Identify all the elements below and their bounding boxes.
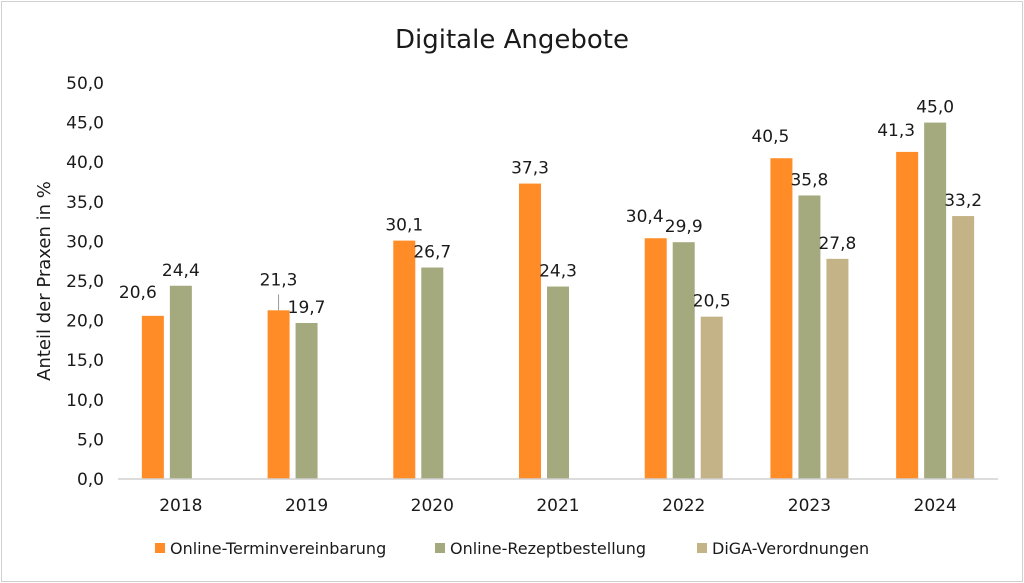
bar — [295, 322, 318, 479]
y-tick-label: 15,0 — [66, 351, 104, 371]
bar — [421, 267, 444, 479]
data-label: 37,3 — [511, 159, 549, 179]
bar — [826, 258, 849, 479]
data-label: 26,7 — [413, 243, 451, 263]
y-tick-label: 40,0 — [66, 153, 104, 173]
bar — [644, 238, 667, 479]
legend: Online-Terminvereinbarung Online-Rezeptbe… — [155, 539, 869, 558]
bar — [896, 151, 919, 480]
legend-label: Online-Rezeptbestellung — [450, 539, 646, 558]
bar — [924, 122, 947, 479]
y-axis-ticks: 0,0 5,0 10,0 15,0 20,0 25,0 30,0 35,0 40,0 45,0 50… — [66, 74, 104, 490]
x-tick-label: 2019 — [285, 496, 328, 516]
bars: 20,624,4 21,3 19,7 30,1 26,7 37,3 24,3 30,4 29,9… — [119, 98, 982, 480]
y-tick-label: 25,0 — [66, 272, 104, 292]
x-tick-label: 2021 — [536, 496, 579, 516]
bar — [672, 242, 695, 479]
data-label: 33,2 — [944, 191, 982, 211]
y-tick-label: 30,0 — [66, 232, 104, 252]
y-tick-label: 0,0 — [77, 470, 104, 490]
data-label: 35,8 — [790, 170, 828, 190]
bar — [141, 315, 164, 479]
bar — [798, 195, 821, 480]
bar — [547, 286, 569, 479]
data-label: 45,0 — [916, 98, 954, 118]
data-label: 30,4 — [626, 207, 664, 227]
data-label: 21,3 — [260, 270, 298, 290]
bar — [519, 183, 541, 480]
legend-swatch — [435, 543, 445, 553]
legend-label: DiGA-Verordnungen — [712, 539, 869, 558]
y-tick-label: 5,0 — [77, 430, 104, 450]
data-label: 24,3 — [539, 262, 577, 282]
data-label: 30,1 — [385, 216, 423, 236]
y-tick-label: 20,0 — [66, 312, 104, 332]
x-axis-ticks: 2018 2019 2020 2021 2022 2023 2024 — [159, 496, 957, 516]
x-tick-label: 2020 — [411, 496, 454, 516]
y-tick-label: 10,0 — [66, 391, 104, 411]
data-label: 29,9 — [665, 217, 703, 237]
chart-title: Digitale Angebote — [395, 25, 629, 55]
bar — [393, 240, 416, 479]
data-label: 27,8 — [818, 234, 856, 254]
x-tick-label: 2023 — [788, 496, 831, 516]
data-label: 40,5 — [751, 127, 789, 147]
legend-swatch — [155, 543, 165, 553]
legend-swatch — [697, 543, 707, 553]
x-tick-label: 2018 — [159, 496, 202, 516]
y-tick-label: 50,0 — [66, 74, 104, 94]
y-tick-label: 45,0 — [66, 114, 104, 134]
bar — [169, 285, 192, 479]
bar — [267, 310, 290, 479]
y-tick-label: 35,0 — [66, 193, 104, 213]
bar — [770, 158, 793, 480]
data-label: 20,6 — [119, 283, 157, 303]
data-label: 41,3 — [877, 121, 915, 141]
bar — [700, 316, 723, 479]
x-tick-label: 2022 — [662, 496, 705, 516]
x-tick-label: 2024 — [914, 496, 957, 516]
bar — [952, 216, 975, 479]
data-label: 24,4 — [162, 261, 200, 281]
legend-label: Online-Terminvereinbarung — [170, 539, 386, 558]
data-label: 20,5 — [693, 292, 731, 312]
data-label: 19,7 — [288, 298, 326, 318]
y-axis-label: Anteil der Praxen in % — [34, 181, 55, 381]
